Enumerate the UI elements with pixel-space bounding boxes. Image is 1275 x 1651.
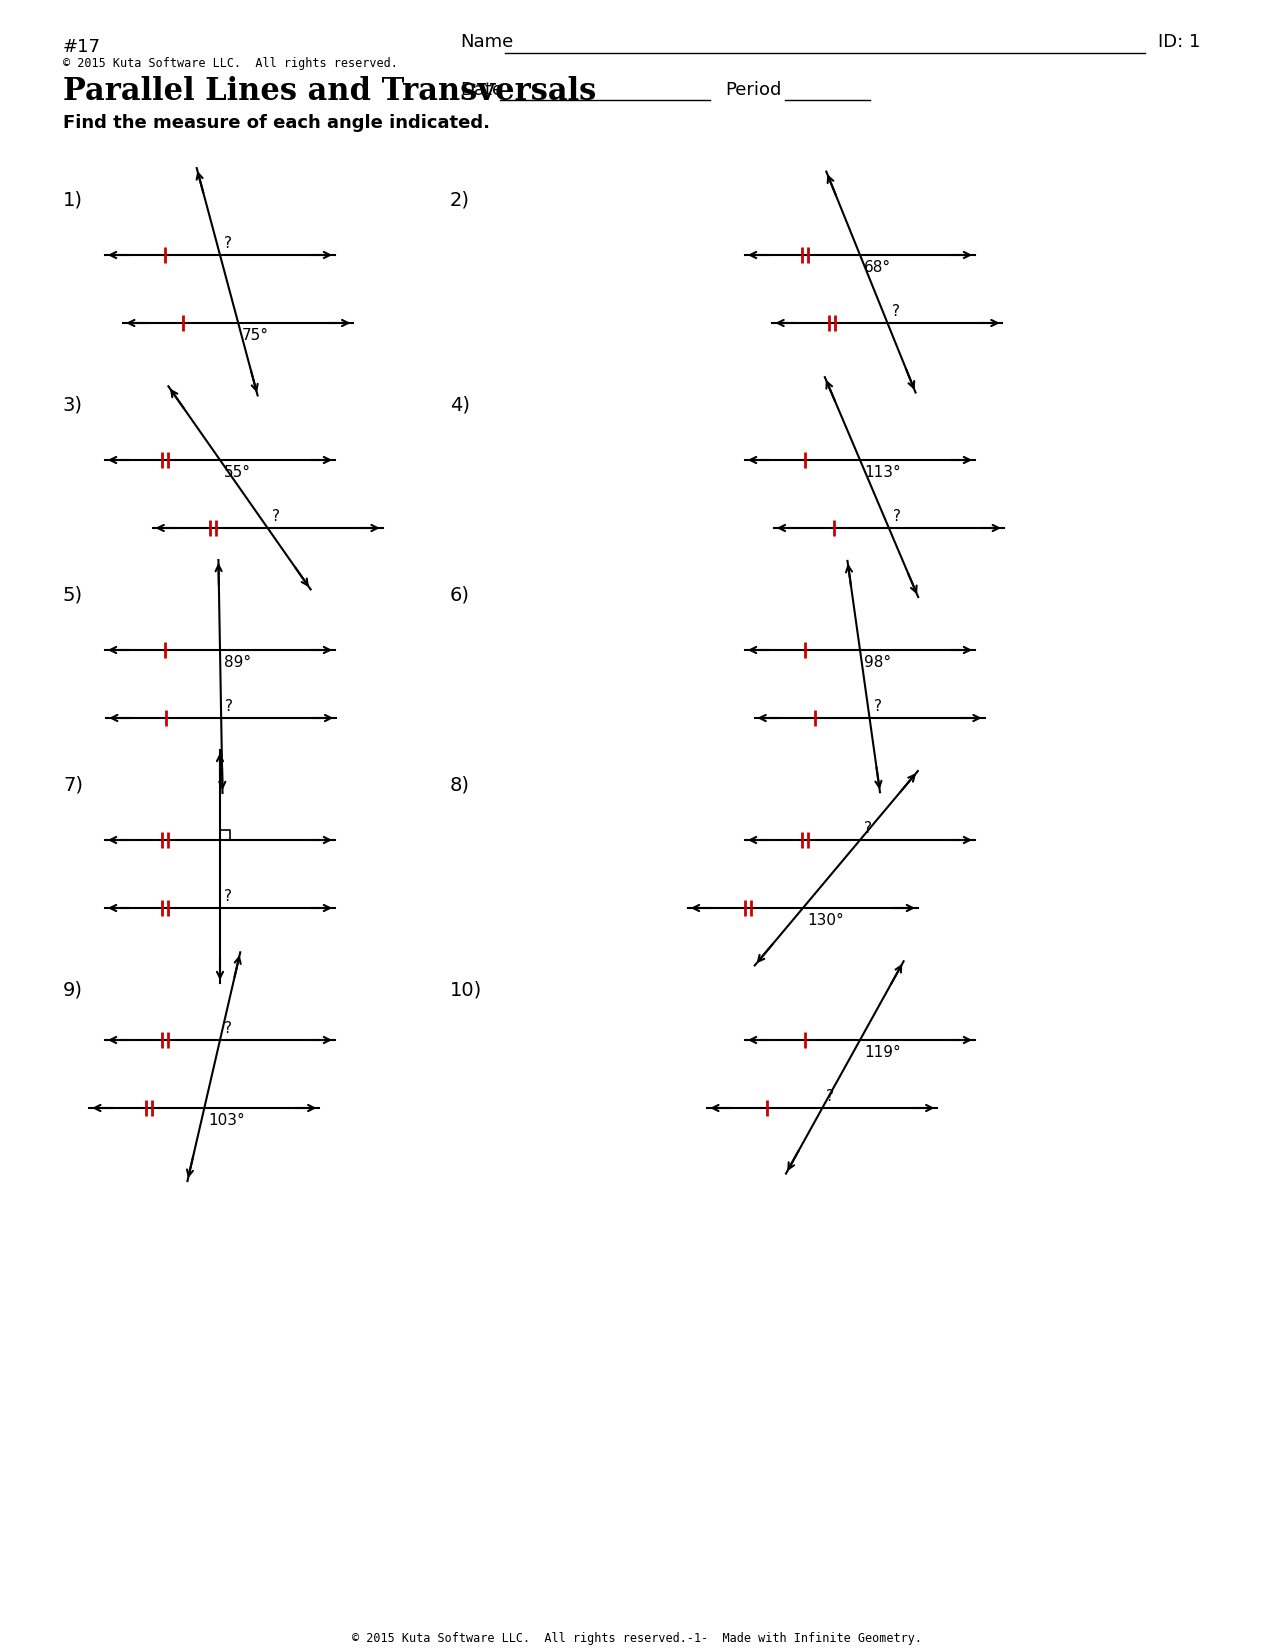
Text: 7): 7) (62, 774, 83, 794)
Text: #17: #17 (62, 38, 101, 56)
Text: Date: Date (460, 81, 504, 99)
Text: ?: ? (226, 698, 233, 713)
Text: 1): 1) (62, 190, 83, 210)
Text: 113°: 113° (864, 466, 900, 480)
Text: 103°: 103° (208, 1113, 245, 1128)
Text: ?: ? (891, 304, 899, 319)
Text: 75°: 75° (242, 329, 269, 343)
Text: ?: ? (224, 1020, 232, 1035)
Text: 89°: 89° (224, 655, 251, 670)
Text: 5): 5) (62, 584, 83, 604)
Text: ID: 1: ID: 1 (1158, 33, 1200, 51)
Text: ?: ? (826, 1090, 834, 1105)
Text: 55°: 55° (224, 466, 251, 480)
Text: 2): 2) (450, 190, 470, 210)
Text: 130°: 130° (807, 913, 844, 928)
Text: 98°: 98° (864, 655, 891, 670)
Text: © 2015 Kuta Software LLC.  All rights reserved.: © 2015 Kuta Software LLC. All rights res… (62, 58, 398, 69)
Text: Name: Name (460, 33, 514, 51)
Text: 10): 10) (450, 981, 482, 999)
Text: Find the measure of each angle indicated.: Find the measure of each angle indicated… (62, 114, 490, 132)
Text: 3): 3) (62, 395, 83, 414)
Text: 4): 4) (450, 395, 470, 414)
Text: 8): 8) (450, 774, 470, 794)
Text: 68°: 68° (864, 259, 891, 276)
Text: ?: ? (892, 509, 901, 523)
Text: ?: ? (864, 821, 872, 835)
Text: Period: Period (725, 81, 782, 99)
Text: ?: ? (873, 698, 881, 713)
Text: Parallel Lines and Transversals: Parallel Lines and Transversals (62, 76, 597, 107)
Text: 6): 6) (450, 584, 470, 604)
Text: 119°: 119° (864, 1045, 900, 1060)
Text: ?: ? (224, 888, 232, 905)
Text: ?: ? (224, 236, 232, 251)
Text: ?: ? (272, 509, 279, 523)
Text: © 2015 Kuta Software LLC.  All rights reserved.-1-  Made with Infinite Geometry.: © 2015 Kuta Software LLC. All rights res… (352, 1631, 922, 1644)
Text: 9): 9) (62, 981, 83, 999)
